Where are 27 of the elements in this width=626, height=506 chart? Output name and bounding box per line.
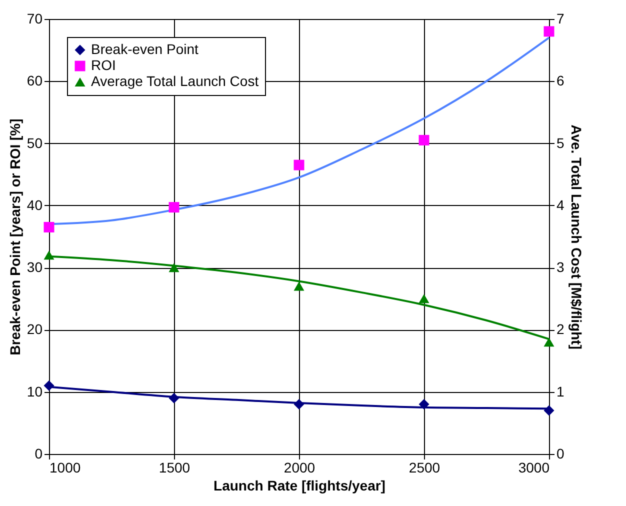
y2-tick-label: 7 (556, 10, 564, 26)
y2-tick-label: 2 (556, 321, 564, 338)
legend-label: ROI (91, 57, 116, 73)
x-tick-label: 1000 (50, 460, 81, 476)
y-tick-label: 50 (26, 134, 43, 151)
y-tick-label: 20 (26, 321, 43, 338)
y-axis-title: Break-even Point [years] or ROI [%] (6, 118, 23, 356)
y2-tick-label: 5 (556, 134, 564, 151)
y-tick-label: 60 (26, 72, 43, 89)
y2-tick-label: 4 (556, 196, 564, 213)
x-tick-label: 1500 (158, 460, 190, 476)
y-tick-label: 10 (26, 383, 43, 400)
legend-label: Average Total Launch Cost (91, 73, 259, 89)
y2-axis-title: Ave. Total Launch Cost [M$/flight] (568, 124, 584, 350)
y2-tick-label: 1 (556, 383, 564, 400)
y-tick-label: 40 (26, 196, 43, 213)
y-tick-label: 70 (26, 10, 43, 26)
x-tick-label: 3000 (518, 460, 550, 476)
x-axis-title: Launch Rate [flights/year] (214, 478, 386, 494)
y-tick-label: 0 (34, 446, 43, 462)
legend-label: Break-even Point (91, 41, 199, 57)
y-tick-label: 30 (26, 259, 43, 276)
x-tick-label: 2000 (284, 460, 316, 476)
y2-tick-label: 6 (556, 72, 564, 89)
x-tick-label: 2500 (408, 460, 440, 476)
y2-tick-label: 0 (556, 446, 564, 462)
y2-tick-label: 3 (556, 259, 564, 276)
